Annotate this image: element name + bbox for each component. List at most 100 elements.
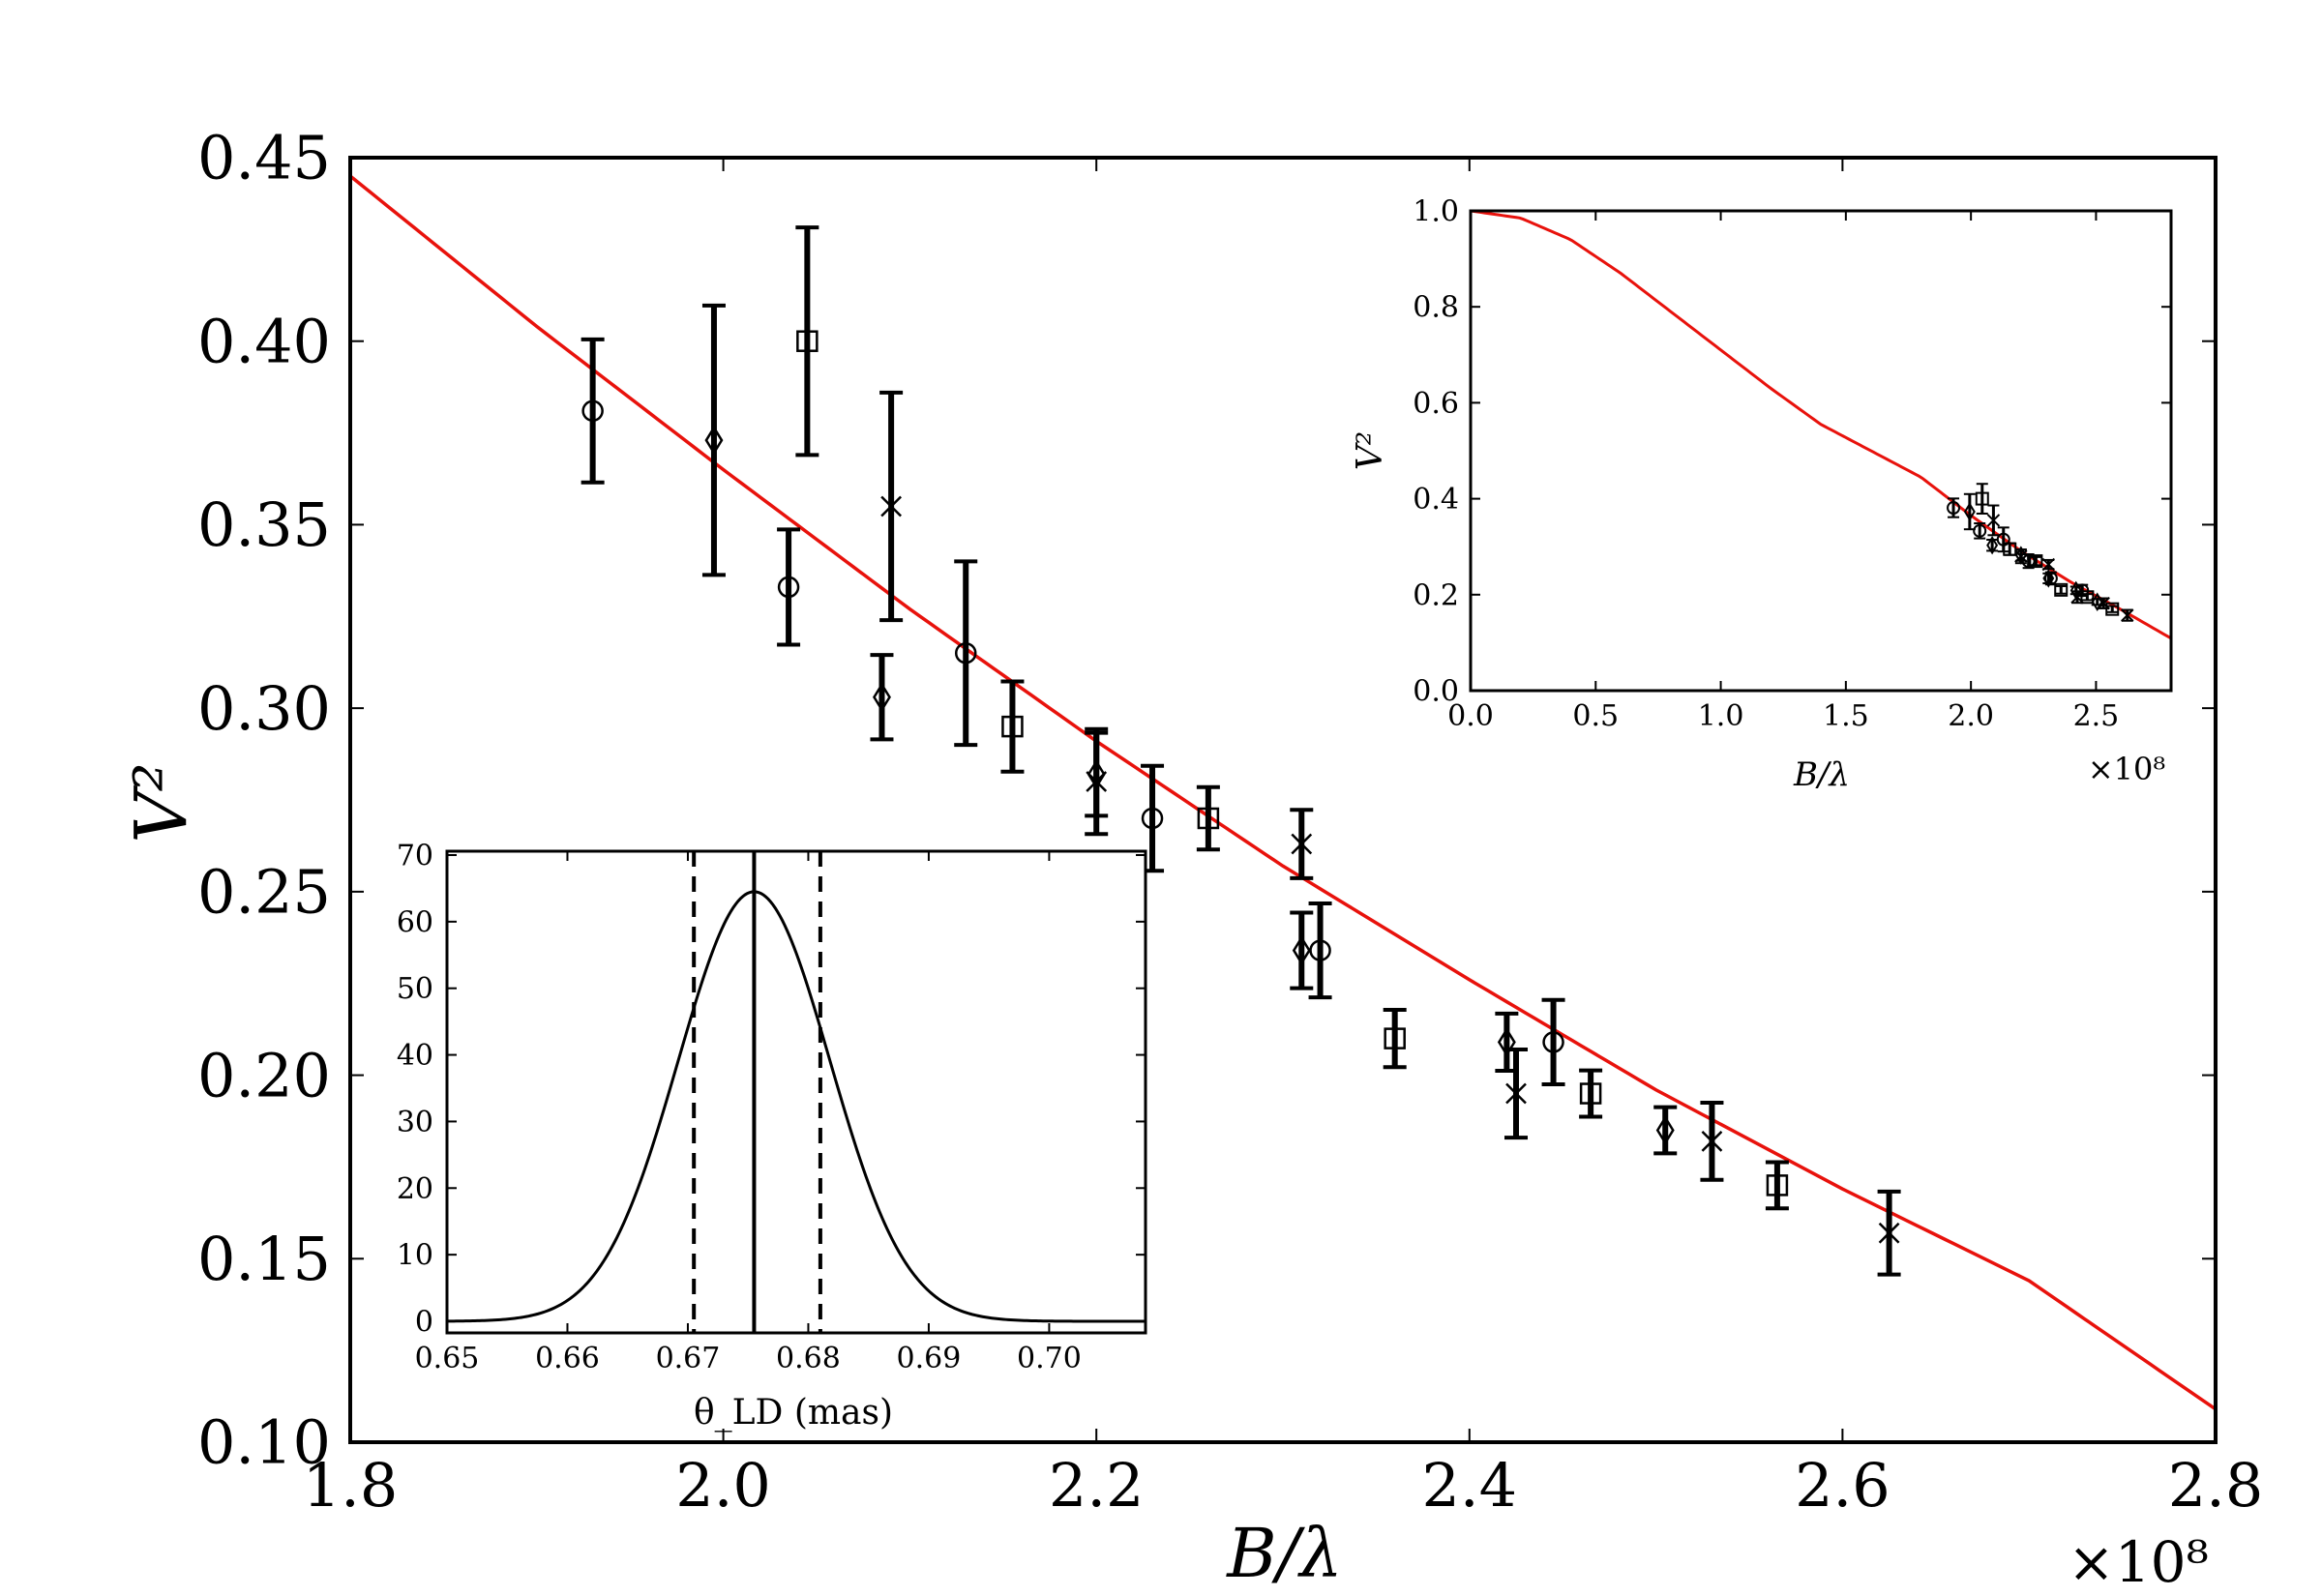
- overview-inset-background: [1471, 211, 2171, 691]
- overview-plot-frame: [1469, 209, 2173, 693]
- diamond-marker: [704, 425, 724, 456]
- y-tick-label: 0.30: [197, 673, 331, 744]
- data-point-square-3: [2054, 582, 2069, 597]
- square-marker: [2054, 582, 2069, 597]
- data-point-diamond-5: [1653, 1105, 1678, 1156]
- data-point-diamond-0: [1963, 492, 1976, 531]
- square-marker: [2029, 554, 2043, 569]
- y-tick-label: 10: [397, 1239, 433, 1273]
- cross-marker: [2041, 557, 2056, 572]
- circle-marker: [1141, 807, 1164, 830]
- circle-marker: [1542, 1031, 1564, 1053]
- main-plot-frame: [348, 156, 2218, 1444]
- data-point-circle-0: [1947, 497, 1961, 518]
- distribution-inset-chart: 0.65 0.66 0.67 0.68 0.69 0.70 0 10 20 30 40 50 60 70…: [397, 840, 1147, 1433]
- y-tick-label: 0.35: [197, 489, 331, 560]
- overview-inset-chart: 0.0 0.5 1.0 1.5 2.0 2.5 0.0 0.2 0.4 0.6 0.8 1.0 B/…: [1351, 195, 2173, 794]
- x-tick-label: 1.5: [1823, 699, 1869, 733]
- x-tick-label: 2.6: [1795, 1450, 1890, 1521]
- x-tick-label: 2.8: [2168, 1450, 2264, 1521]
- data-point-square-4: [2080, 590, 2095, 605]
- data-point-cross-0: [879, 390, 904, 623]
- data-point-cross-2: [2041, 557, 2056, 572]
- y-tick-label: 0.8: [1413, 291, 1459, 325]
- main-chart: 1.8 2.0 2.2 2.4 2.6 2.8 0.100.150.200.250.300…: [120, 123, 2263, 1595]
- x-tick-label: 2.5: [2073, 699, 2120, 733]
- main-data-points-layer: [580, 225, 1901, 1277]
- overview-x-scale-label: ×10⁸: [2088, 751, 2165, 787]
- data-point-square-4: [1579, 1068, 1603, 1119]
- diamond-marker: [2042, 569, 2055, 588]
- overview-x-ticks: 0.0 0.5 1.0 1.5 2.0 2.5: [1447, 211, 2119, 733]
- data-point-diamond-3: [2042, 569, 2055, 588]
- main-model-curve: [348, 174, 2217, 1411]
- y-tick-label: 0.0: [1413, 675, 1459, 709]
- main-y-ticks: 0.100.150.200.250.300.350.400.45: [197, 123, 2216, 1478]
- distribution-inset-background: [447, 851, 1146, 1333]
- y-tick-label: 0.6: [1413, 387, 1459, 421]
- circle-marker: [1947, 501, 1961, 516]
- cross-marker: [1291, 833, 1313, 855]
- y-tick-label: 20: [397, 1172, 433, 1206]
- main-model-curve-layer: [348, 174, 2217, 1411]
- overview-y-axis-label: V²: [1351, 431, 1390, 470]
- distribution-x-ticks: 0.65 0.66 0.67 0.68 0.69 0.70: [415, 851, 1082, 1375]
- cross-marker: [2014, 549, 2028, 563]
- circle-marker: [954, 641, 977, 665]
- x-tick-label: 1.8: [303, 1450, 399, 1521]
- data-point-square-0: [1975, 483, 1989, 515]
- distribution-y-ticks: 0 10 20 30 40 50 60 70: [397, 840, 1146, 1340]
- diamond-marker: [1986, 536, 1999, 555]
- data-point-cross-4: [1700, 1101, 1724, 1182]
- cross-marker: [880, 495, 903, 517]
- diamond-marker: [1963, 502, 1976, 521]
- overview-data-points-layer: [1947, 483, 2134, 622]
- cross-marker: [2070, 590, 2084, 604]
- diamond-marker: [1497, 1027, 1516, 1057]
- x-tick-label: 0.5: [1572, 699, 1619, 733]
- x-tick-label: 2.4: [1421, 1450, 1517, 1521]
- data-point-square-2: [1196, 784, 1220, 852]
- circle-marker: [777, 576, 800, 599]
- cross-marker: [1086, 771, 1108, 792]
- cross-marker: [1986, 514, 2001, 527]
- data-point-circle-2: [954, 559, 978, 748]
- data-point-diamond-1: [1986, 536, 1999, 555]
- data-point-cross-5: [1877, 1189, 1901, 1277]
- y-tick-label: 0.25: [197, 857, 331, 928]
- y-tick-label: 60: [397, 905, 433, 939]
- data-point-cross-0: [1986, 504, 2001, 537]
- y-tick-label: 0.2: [1413, 578, 1459, 612]
- overview-x-axis-label: B/λ: [1793, 755, 1850, 794]
- distribution-curve-layer: [446, 890, 1146, 1323]
- y-tick-label: 0.10: [197, 1407, 331, 1478]
- x-tick-label: 0.69: [897, 1342, 962, 1375]
- overview-y-ticks: 0.0 0.2 0.4 0.6 0.8 1.0: [1413, 195, 2171, 709]
- data-point-cross-3: [1504, 1048, 1528, 1140]
- cross-marker: [1701, 1130, 1723, 1152]
- diamond-marker: [1292, 935, 1311, 965]
- y-tick-label: 0.45: [197, 123, 331, 193]
- data-point-circle-0: [580, 337, 605, 485]
- x-tick-label: 1.0: [1698, 699, 1744, 733]
- x-tick-label: 0.65: [415, 1342, 480, 1375]
- data-point-cross-4: [2097, 597, 2110, 610]
- x-tick-label: 2.0: [1948, 699, 1994, 733]
- x-tick-label: 2.0: [675, 1450, 771, 1521]
- data-point-square-3: [1383, 1008, 1407, 1070]
- data-point-circle-5: [1541, 997, 1565, 1087]
- y-tick-label: 0.15: [197, 1224, 331, 1294]
- x-tick-label: 0.66: [535, 1342, 600, 1375]
- data-point-diamond-1: [870, 653, 894, 742]
- main-x-ticks: 1.8 2.0 2.2 2.4 2.6 2.8: [303, 158, 2264, 1521]
- data-point-cross-1: [1085, 726, 1109, 837]
- distribution-vlines-layer: [692, 851, 822, 1333]
- x-tick-label: 0.67: [656, 1342, 721, 1375]
- y-tick-label: 0: [415, 1306, 433, 1340]
- square-marker: [1197, 807, 1220, 830]
- square-marker: [1579, 1082, 1602, 1105]
- square-marker: [796, 330, 819, 352]
- distribution-curve: [446, 890, 1146, 1323]
- data-point-square-1: [1000, 679, 1025, 774]
